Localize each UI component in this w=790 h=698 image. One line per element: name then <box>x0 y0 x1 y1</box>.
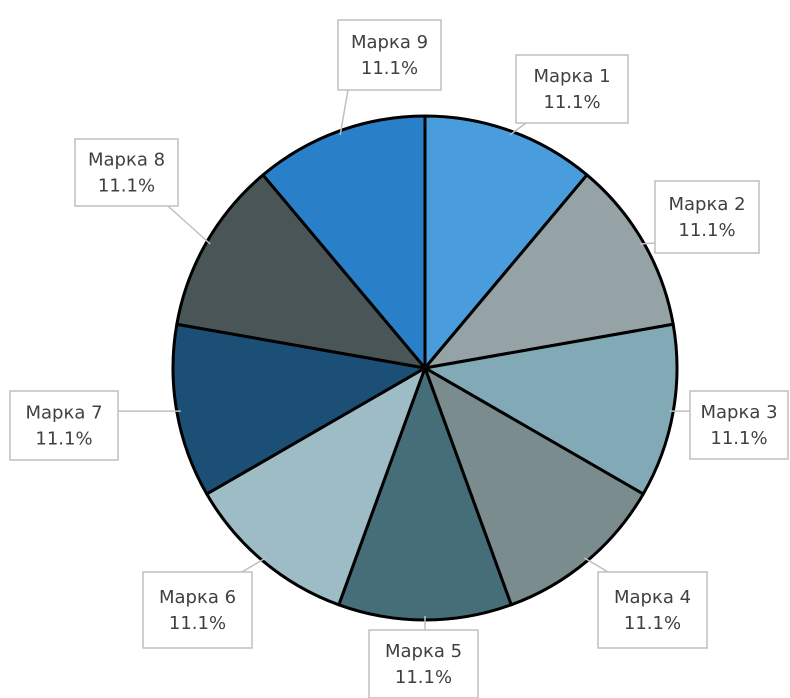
label-box <box>597 571 708 649</box>
category-label: Марка 4 <box>614 587 691 608</box>
data-label: 11.1% <box>98 176 155 197</box>
label-box <box>689 390 789 460</box>
data-label: 11.1% <box>169 613 226 634</box>
label-box <box>654 180 760 254</box>
category-label: Марка 1 <box>533 66 610 87</box>
data-label: 11.1% <box>395 667 452 688</box>
data-label: 11.1% <box>710 428 767 449</box>
data-label: 11.1% <box>543 92 600 113</box>
pie-slice <box>423 114 589 370</box>
data-label: 11.1% <box>678 220 735 241</box>
leader-line <box>167 205 211 245</box>
label-box <box>9 390 119 461</box>
pie-center <box>421 364 429 372</box>
category-label: Марка 3 <box>700 402 777 423</box>
data-label: 11.1% <box>624 613 681 634</box>
pie-slice <box>423 366 645 607</box>
leader-line <box>584 557 609 573</box>
label-box <box>337 19 442 91</box>
label-box <box>74 138 179 207</box>
category-label: Марка 2 <box>668 194 745 215</box>
category-label: Марка 6 <box>159 587 236 608</box>
category-label: Марка 9 <box>351 32 428 53</box>
category-label: Марка 8 <box>88 150 165 171</box>
pie-slice <box>261 114 427 370</box>
pie-slice <box>175 173 427 370</box>
label-box <box>515 54 629 124</box>
pie-slice <box>205 366 427 607</box>
label-box <box>368 629 479 698</box>
leader-line <box>339 89 349 136</box>
category-label: Марка 7 <box>25 403 102 424</box>
data-label: 11.1% <box>35 429 92 450</box>
data-label: 11.1% <box>361 58 418 79</box>
category-label: Марка 5 <box>385 641 462 662</box>
pie-slice <box>423 173 675 370</box>
leader-line <box>509 122 527 136</box>
leader-line <box>639 242 656 245</box>
label-box <box>142 571 253 649</box>
leader-line <box>241 557 266 573</box>
